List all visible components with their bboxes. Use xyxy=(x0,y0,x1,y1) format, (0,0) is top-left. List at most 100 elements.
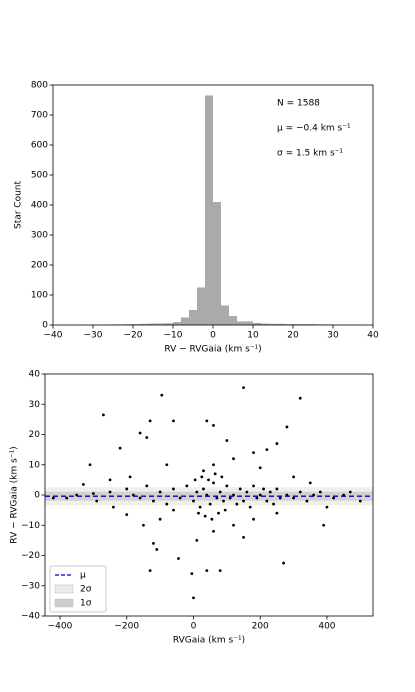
point xyxy=(51,496,55,500)
bar xyxy=(221,305,229,325)
point xyxy=(172,487,175,491)
annotation: N = 1588 xyxy=(277,99,320,109)
point xyxy=(245,490,249,494)
point xyxy=(192,499,195,503)
x-tick-label: 40 xyxy=(367,331,379,341)
point xyxy=(128,475,132,479)
y-tick-label: 400 xyxy=(31,201,48,211)
y-tick-label: 700 xyxy=(31,111,48,121)
point xyxy=(242,535,245,539)
legend-label: 1σ xyxy=(80,599,92,609)
point xyxy=(138,431,142,435)
point xyxy=(298,396,302,400)
point xyxy=(268,490,272,494)
point xyxy=(95,499,99,503)
legend-label: 2σ xyxy=(80,585,92,595)
x-axis-label: RVGaia (km s⁻¹) xyxy=(173,636,245,646)
point xyxy=(195,538,199,542)
y-tick-label: 10 xyxy=(29,460,41,470)
point xyxy=(272,502,275,506)
point xyxy=(190,572,194,576)
point xyxy=(242,499,245,503)
y-tick-label: −40 xyxy=(21,612,40,622)
y-tick-label: 300 xyxy=(31,231,48,241)
point xyxy=(258,493,262,497)
point xyxy=(112,505,115,509)
x-tick-label: 0 xyxy=(191,622,197,632)
point xyxy=(255,496,259,500)
point xyxy=(242,386,245,390)
x-tick-label: −400 xyxy=(48,622,73,632)
point xyxy=(178,496,182,500)
point xyxy=(203,514,207,518)
legend-label: μ xyxy=(80,571,86,581)
legend-swatch xyxy=(54,584,74,594)
point xyxy=(275,487,279,491)
point xyxy=(285,425,289,429)
point xyxy=(282,561,285,565)
bar xyxy=(189,310,197,325)
y-tick-label: −10 xyxy=(21,521,40,531)
point xyxy=(118,446,122,450)
point xyxy=(217,511,220,515)
point xyxy=(155,548,159,551)
point xyxy=(252,451,255,455)
x-tick-label: −20 xyxy=(124,331,143,341)
bar xyxy=(261,323,269,325)
point xyxy=(318,490,322,494)
bar xyxy=(229,316,237,325)
y-tick-label: 200 xyxy=(31,261,48,271)
y-tick-label: 0 xyxy=(42,321,48,331)
point xyxy=(205,419,209,423)
bar xyxy=(277,323,285,325)
point xyxy=(185,484,189,488)
point xyxy=(235,502,239,506)
y-axis-label: Star Count xyxy=(14,181,24,230)
bar xyxy=(253,322,261,325)
point xyxy=(202,469,205,473)
x-tick-label: 30 xyxy=(327,331,339,341)
point xyxy=(215,496,219,500)
point xyxy=(125,513,129,517)
point xyxy=(197,511,200,515)
point xyxy=(218,569,222,573)
point xyxy=(212,463,215,467)
x-tick-label: −200 xyxy=(114,622,139,632)
point xyxy=(223,508,227,512)
point xyxy=(108,478,112,482)
point xyxy=(262,487,265,491)
point xyxy=(210,517,214,521)
y-tick-label: 800 xyxy=(31,81,48,91)
point xyxy=(278,496,282,500)
point xyxy=(142,523,145,527)
point xyxy=(275,511,279,515)
point xyxy=(148,569,152,573)
point xyxy=(101,413,105,417)
bar xyxy=(173,322,181,325)
point xyxy=(192,596,195,600)
point xyxy=(108,490,112,494)
point xyxy=(145,484,149,488)
point xyxy=(172,508,175,512)
y-tick-label: 500 xyxy=(31,171,48,181)
point xyxy=(138,496,142,500)
point xyxy=(152,542,155,545)
point xyxy=(292,496,295,500)
y-tick-label: 0 xyxy=(34,491,40,501)
point xyxy=(212,481,215,485)
point xyxy=(332,496,336,500)
bar xyxy=(197,287,205,325)
x-tick-label: 200 xyxy=(252,622,269,632)
point xyxy=(158,517,162,521)
bar xyxy=(149,323,157,325)
point xyxy=(148,419,152,423)
point xyxy=(275,442,279,445)
point xyxy=(91,492,95,495)
point xyxy=(222,499,225,503)
point xyxy=(165,463,169,467)
point xyxy=(172,419,175,423)
bar xyxy=(157,323,165,325)
y-tick-label: 30 xyxy=(29,400,41,410)
x-axis-label: RV − RVGaia (km s⁻¹) xyxy=(164,345,261,355)
